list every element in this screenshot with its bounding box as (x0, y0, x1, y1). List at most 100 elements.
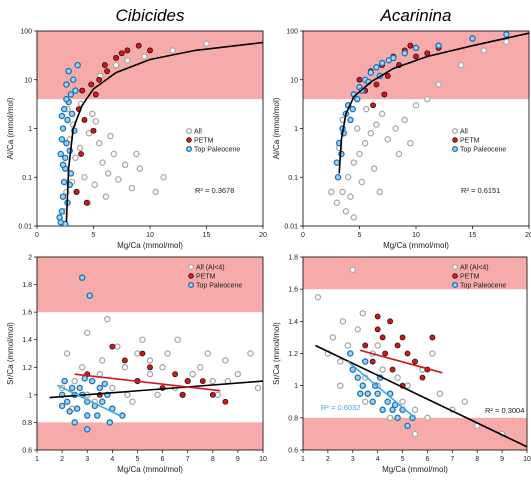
x-tick-label: 10 (259, 456, 267, 463)
legend-entry: All (460, 129, 468, 136)
point-all (139, 336, 146, 343)
point-petm (373, 81, 380, 88)
point-top (83, 412, 91, 419)
point-petm (109, 343, 116, 350)
point-all (347, 193, 354, 200)
point-all (344, 173, 352, 181)
point-all (203, 40, 210, 47)
point-all (141, 53, 148, 60)
point-all (247, 350, 254, 357)
x-tick-label: 5 (358, 232, 362, 239)
point-top (106, 419, 114, 426)
y-tick-label: 0.8 (288, 415, 298, 422)
point-all (374, 342, 381, 349)
point-petm (92, 91, 99, 98)
y-tick-label: 1.4 (22, 337, 32, 344)
point-all (99, 159, 106, 166)
point-all (254, 384, 262, 392)
point-top (59, 193, 67, 200)
shaded-band (303, 31, 529, 100)
point-petm (121, 357, 128, 364)
point-petm (209, 391, 216, 398)
point-all (89, 110, 96, 118)
x-tick-label: 10 (412, 232, 420, 239)
x-axis-label: Mg/Ca (mmol/mol) (117, 465, 183, 474)
point-all (214, 391, 222, 399)
point-petm (369, 358, 376, 365)
point-top (391, 401, 399, 409)
point-top (74, 61, 81, 69)
y-tick-label: 2 (28, 255, 32, 262)
x-tick-label: 15 (203, 232, 211, 239)
x-tick-label: 7 (450, 456, 454, 463)
point-petm (413, 53, 419, 60)
point-top (61, 377, 68, 385)
point-petm (199, 378, 206, 384)
legend: All (Al<4) PETM Top Paleocene (451, 263, 506, 290)
point-all (386, 414, 394, 422)
point-all (159, 364, 166, 371)
point-all (124, 57, 131, 64)
point-all (129, 398, 136, 405)
point-top (65, 67, 72, 75)
point-all (411, 430, 419, 438)
point-all (102, 193, 110, 200)
point-all (78, 364, 86, 371)
legend-marker (186, 137, 192, 143)
point-all (189, 370, 196, 378)
point-all (204, 350, 212, 357)
x-tick-label: 3 (85, 456, 89, 463)
point-top (373, 64, 380, 71)
point-petm (81, 117, 88, 123)
point-all (436, 390, 444, 397)
point-all (81, 173, 88, 181)
point-all (174, 336, 181, 343)
point-top (364, 390, 371, 397)
point-all (373, 121, 380, 128)
y-tick-label: 1 (28, 126, 32, 133)
point-all (72, 154, 79, 162)
point-top (389, 406, 396, 414)
point-all (379, 366, 386, 373)
point-all (329, 334, 337, 341)
x-axis-label: Mg/Ca (mmol/mol) (383, 241, 449, 250)
point-petm (419, 374, 426, 381)
point-all (124, 391, 131, 399)
point-petm (382, 350, 389, 357)
x-tick-label: 10 (146, 232, 154, 239)
point-all (121, 364, 129, 371)
x-axis-label: Mg/Ca (mmol/mol) (117, 241, 183, 250)
x-tick-label: 6 (425, 456, 429, 463)
point-petm (222, 398, 229, 405)
point-petm (147, 47, 153, 54)
data-layer (314, 266, 527, 448)
y-tick-label: 100 (20, 29, 32, 36)
x-tick-label: 0 (301, 232, 305, 239)
panel-cibicides-alca: Cibicides 0 5 10 15 20 0.01 0.1 1 10 100 Mg/Ca (mmo… (6, 6, 267, 250)
y-tick-label: 0.1 (22, 175, 32, 182)
point-all (196, 364, 204, 371)
x-tick-label: 3 (351, 456, 355, 463)
legend-entry: Top Paleocene (460, 283, 506, 290)
point-petm (88, 81, 95, 88)
point-top (353, 95, 361, 103)
point-top (56, 214, 63, 221)
point-petm (374, 313, 381, 320)
y-tick-label: 1 (28, 392, 32, 399)
point-all (356, 150, 363, 158)
point-all (412, 101, 420, 109)
legend-entry: All (Al<4) (196, 265, 225, 272)
point-all (359, 310, 366, 317)
point-top (503, 31, 510, 38)
point-top (359, 382, 366, 389)
point-top (384, 398, 391, 405)
point-all (457, 61, 465, 69)
point-petm (73, 189, 80, 195)
point-all (339, 318, 347, 325)
point-all (110, 150, 118, 158)
point-top (83, 426, 91, 433)
x-tick-label: 10 (523, 456, 531, 463)
point-top (66, 408, 73, 415)
point-all (71, 377, 78, 385)
y-tick-label: 1.8 (22, 282, 32, 289)
